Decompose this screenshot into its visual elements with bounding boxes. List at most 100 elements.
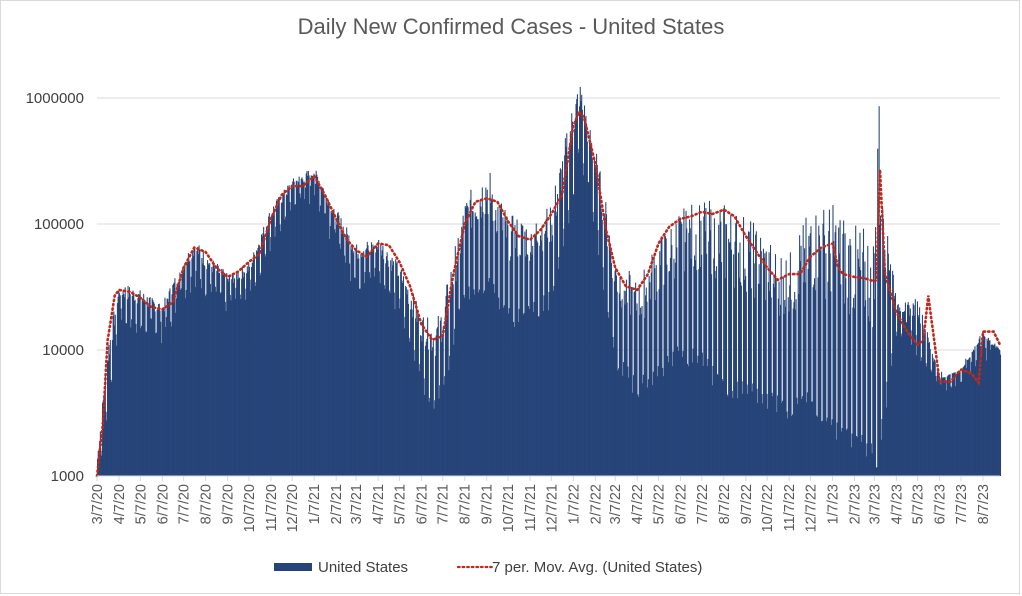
bar (926, 332, 928, 476)
bar (561, 191, 563, 476)
bar (632, 392, 634, 476)
bar (576, 94, 578, 476)
bar (907, 302, 909, 476)
bar (997, 348, 999, 476)
bar (833, 241, 835, 476)
bar (134, 299, 136, 476)
bar (651, 254, 653, 476)
bar (712, 365, 714, 476)
bar (604, 225, 606, 476)
bar (969, 357, 971, 476)
bar (588, 140, 591, 476)
bar (209, 263, 211, 476)
bar (947, 375, 949, 476)
bar (265, 256, 267, 476)
y-tick-label: 1000 (51, 468, 84, 485)
bar (904, 302, 906, 476)
bar (214, 286, 216, 476)
bar (356, 258, 358, 476)
bar (652, 384, 654, 476)
bar (642, 383, 644, 476)
bar (919, 307, 921, 476)
bar (186, 263, 188, 476)
bar (973, 350, 975, 476)
bar (219, 293, 221, 476)
bar (214, 268, 216, 476)
bar (663, 284, 665, 476)
bar (856, 437, 858, 476)
bar (158, 304, 160, 476)
bar (523, 312, 525, 476)
bar (706, 366, 708, 476)
bar (255, 282, 257, 476)
bar (491, 194, 493, 477)
bar (364, 272, 366, 476)
bar (968, 359, 970, 476)
bar (453, 344, 455, 476)
bar (935, 375, 937, 476)
bar (757, 402, 759, 476)
bar (839, 220, 841, 476)
x-tick-label: 2/7/21 (329, 484, 345, 524)
bar (483, 293, 485, 476)
bar (469, 199, 471, 476)
bar (686, 228, 688, 476)
x-tick-label: 12/7/21 (544, 484, 560, 532)
bar (368, 272, 370, 476)
bar (905, 322, 907, 476)
bar (835, 225, 837, 476)
bar (878, 106, 880, 477)
bar (221, 268, 223, 476)
bar (278, 197, 280, 476)
bar (607, 312, 609, 476)
bar (983, 335, 985, 476)
bar (672, 351, 674, 476)
bar (463, 294, 465, 476)
bar (167, 301, 170, 476)
bar (389, 292, 391, 476)
bar (902, 312, 904, 476)
bar (924, 334, 926, 476)
bar (146, 297, 148, 476)
bar (774, 254, 777, 476)
bar (339, 243, 341, 476)
bar (513, 321, 515, 476)
bar (236, 279, 238, 476)
bar (210, 292, 212, 476)
bar (429, 334, 432, 476)
bar (452, 284, 454, 476)
bar (942, 377, 944, 476)
bar (149, 297, 151, 476)
bar (691, 204, 693, 476)
bar (347, 242, 349, 476)
bar (123, 297, 126, 476)
bar (178, 281, 180, 476)
bar (566, 160, 569, 476)
bar (848, 314, 850, 476)
bar (183, 267, 185, 476)
bar (600, 205, 602, 476)
bar (391, 257, 393, 476)
bar (862, 252, 864, 476)
bar (495, 232, 498, 476)
bar (286, 195, 288, 477)
bar (126, 323, 128, 476)
x-tick-label: 1/7/23 (826, 484, 842, 524)
bar (449, 295, 451, 476)
bar (509, 260, 511, 476)
bar (316, 174, 318, 476)
bar (525, 256, 527, 476)
bar (887, 235, 889, 476)
bar (123, 293, 125, 476)
bar (769, 245, 772, 476)
bar (699, 266, 701, 476)
bar (867, 245, 869, 476)
bar (686, 363, 688, 476)
bar (636, 303, 638, 476)
bar (335, 220, 337, 476)
bar (612, 336, 614, 476)
bar (923, 325, 925, 476)
bar (991, 344, 993, 476)
bar (782, 276, 784, 476)
bar (326, 202, 328, 476)
